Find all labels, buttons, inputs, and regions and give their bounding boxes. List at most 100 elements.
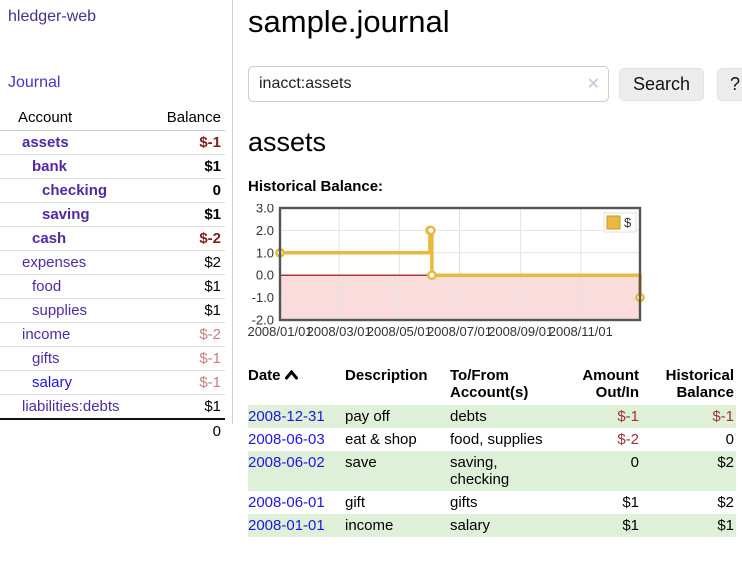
historical-balance-chart: 3.0 2.0 1.0 0.0 -1.0 -2.0 2008/01/01 2008/03/01… — [247, 201, 736, 349]
balance-column-header: Historical Balance — [665, 367, 734, 401]
transaction-date-link[interactable]: 2008-06-02 — [248, 454, 325, 471]
account-tree-header: Account Balance — [0, 106, 225, 131]
account-link[interactable]: saving — [42, 206, 90, 223]
account-balance: $1 — [151, 298, 225, 323]
transaction-row: 2008-01-01 income salary $1 $1 — [248, 514, 736, 537]
transaction-amount: $-2 — [617, 431, 639, 448]
account-balance: $-1 — [151, 130, 225, 155]
help-button[interactable]: ? — [717, 67, 742, 101]
account-total: 0 — [151, 418, 225, 443]
legend-swatch — [606, 215, 621, 230]
account-link[interactable]: gifts — [32, 350, 60, 367]
account-row: bank $1 — [0, 154, 225, 179]
sidebar: hledger-web Journal Account Balance asse… — [0, 0, 233, 443]
chart-legend: $ — [603, 212, 637, 233]
account-tree: Account Balance assets $-1 bank $1 check… — [0, 106, 225, 443]
account-row: salary $-1 — [0, 370, 225, 395]
sidebar-item-journal[interactable]: Journal — [8, 74, 61, 91]
transaction-amount: 0 — [630, 454, 639, 471]
transaction-description: eat & shop — [345, 431, 417, 448]
register-table: Date Description To/From Account(s) Amou… — [248, 365, 736, 537]
svg-text:2.0: 2.0 — [256, 223, 274, 238]
transaction-balance: $1 — [717, 517, 734, 534]
search-input[interactable] — [248, 66, 609, 102]
description-column-header: Description — [345, 367, 428, 384]
transaction-balance: $2 — [717, 494, 734, 511]
account-row: liabilities:debts $1 — [0, 394, 225, 420]
account-balance: $1 — [151, 394, 225, 420]
svg-text:2008/05/01: 2008/05/01 — [367, 324, 432, 339]
transaction-date-link[interactable]: 2008-06-03 — [248, 431, 325, 448]
account-column-header: Account — [0, 106, 152, 131]
transaction-row: 2008-12-31 pay off debts $-1 $-1 — [248, 405, 736, 428]
sort-ascending-icon — [284, 370, 298, 380]
svg-text:2008/01/01: 2008/01/01 — [248, 324, 313, 339]
account-link[interactable]: food — [32, 278, 62, 295]
search-form: ✕ Search ? — [248, 66, 742, 102]
account-link[interactable]: salary — [32, 374, 73, 391]
transaction-amount: $-1 — [617, 408, 639, 425]
account-row: checking 0 — [0, 178, 225, 203]
page-title: sample.journal — [248, 4, 450, 39]
account-link[interactable]: income — [22, 326, 71, 343]
chart-canvas: 3.0 2.0 1.0 0.0 -1.0 -2.02008/01/012008/03/01… — [247, 201, 645, 339]
account-row: expenses $2 — [0, 250, 225, 275]
transaction-date-link[interactable]: 2008-12-31 — [248, 408, 325, 425]
account-balance: $-2 — [151, 226, 225, 251]
accounts-column-header: To/From Account(s) — [450, 367, 529, 401]
transaction-accounts: food, supplies — [450, 431, 543, 448]
account-row: assets $-1 — [0, 130, 225, 155]
legend-label: $ — [624, 215, 632, 230]
account-balance: $2 — [151, 250, 225, 275]
transaction-amount: $1 — [622, 494, 639, 511]
brand-link[interactable]: hledger-web — [8, 8, 97, 25]
transaction-balance: $2 — [717, 454, 734, 471]
transaction-row: 2008-06-02 save saving, checking 0 $2 — [248, 451, 736, 491]
transaction-accounts: salary — [450, 517, 491, 534]
transaction-accounts: debts — [450, 408, 487, 425]
clear-search-icon[interactable]: ✕ — [586, 76, 600, 93]
svg-text:2008/07/01: 2008/07/01 — [427, 324, 492, 339]
search-button[interactable]: Search — [619, 67, 705, 101]
account-link[interactable]: checking — [42, 182, 108, 199]
transaction-date-link[interactable]: 2008-01-01 — [248, 517, 325, 534]
transaction-row: 2008-06-01 gift gifts $1 $2 — [248, 491, 736, 514]
account-total-row: 0 — [0, 418, 225, 443]
transaction-row: 2008-06-03 eat & shop food, supplies $-2… — [248, 428, 736, 451]
svg-text:-1.0: -1.0 — [252, 290, 274, 305]
account-link[interactable]: cash — [32, 230, 67, 247]
account-balance: $1 — [151, 274, 225, 299]
account-row: cash $-2 — [0, 226, 225, 251]
account-balance: $-1 — [151, 346, 225, 371]
transaction-description: pay off — [345, 408, 390, 425]
chart-heading: Historical Balance: — [248, 178, 384, 195]
account-link[interactable]: bank — [32, 158, 68, 175]
account-row: income $-2 — [0, 322, 225, 347]
account-balance: $1 — [151, 202, 225, 227]
account-link[interactable]: assets — [22, 134, 69, 151]
register-header-row: Date Description To/From Account(s) Amou… — [248, 365, 736, 405]
account-balance: $1 — [151, 154, 225, 179]
data-point — [426, 225, 436, 236]
account-link[interactable]: liabilities:debts — [22, 398, 120, 415]
account-row: food $1 — [0, 274, 225, 299]
transaction-description: gift — [345, 494, 366, 511]
transaction-date-link[interactable]: 2008-06-01 — [248, 494, 325, 511]
account-row: saving $1 — [0, 202, 225, 227]
amount-column-header: Amount Out/In — [582, 367, 639, 401]
main-content: sample.journal ✕ Search ? assets Histori… — [247, 0, 742, 537]
transaction-description: income — [345, 517, 394, 534]
account-link[interactable]: supplies — [32, 302, 88, 319]
svg-text:1.0: 1.0 — [256, 245, 274, 260]
account-row: supplies $1 — [0, 298, 225, 323]
transaction-balance: $-1 — [712, 408, 734, 425]
svg-text:2008/11/01: 2008/11/01 — [549, 324, 613, 339]
data-point — [427, 270, 437, 280]
account-link[interactable]: expenses — [22, 254, 87, 271]
transaction-balance: 0 — [725, 431, 734, 448]
transaction-accounts: gifts — [450, 494, 478, 511]
svg-text:-2.0: -2.0 — [252, 313, 274, 328]
account-row: gifts $-1 — [0, 346, 225, 371]
svg-text:3.0: 3.0 — [256, 204, 274, 216]
sort-by-date-header[interactable]: Date — [248, 367, 298, 384]
